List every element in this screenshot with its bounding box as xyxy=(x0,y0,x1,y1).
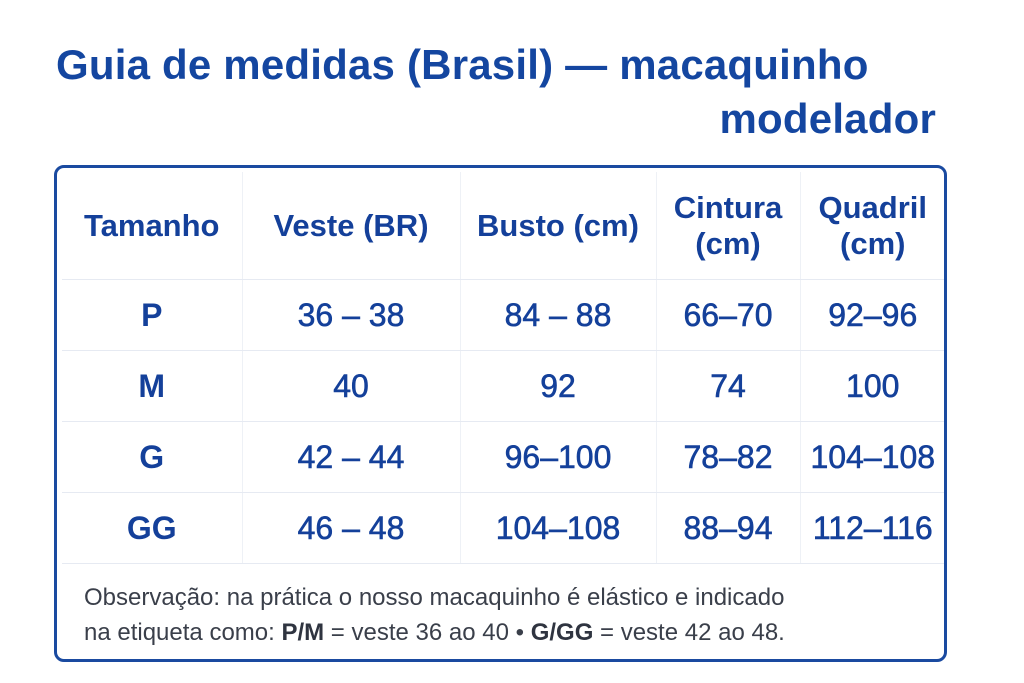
page-title: Guia de medidas (Brasil) — macaquinho mo… xyxy=(56,38,936,146)
cell-quadril: 100 xyxy=(799,350,944,422)
cell-cintura: 88–94 xyxy=(655,492,800,564)
size-table: Tamanho Veste (BR) Busto (cm) Cintura (c… xyxy=(62,172,944,564)
cell-busto: 104–108 xyxy=(459,492,656,564)
table-row: M 40 92 74 100 xyxy=(62,350,944,422)
title-line-2: modelador xyxy=(719,95,936,142)
cell-veste: 42 – 44 xyxy=(241,421,460,493)
ggg-text: = veste 42 ao 48. xyxy=(593,619,785,646)
cell-cintura: 78–82 xyxy=(655,421,800,493)
cell-busto: 84 – 88 xyxy=(459,279,656,351)
footnote-prefix: na etiqueta como: xyxy=(84,619,282,646)
pm-text: = veste 36 ao 40 • xyxy=(324,619,531,646)
pm-label: P/M xyxy=(281,619,325,646)
header-veste: Veste (BR) xyxy=(241,172,460,280)
cell-size: P xyxy=(62,279,242,351)
cell-size: M xyxy=(62,350,242,422)
cell-busto: 96–100 xyxy=(459,421,656,493)
cell-cintura: 66–70 xyxy=(655,279,800,351)
cell-veste: 40 xyxy=(241,350,460,422)
footnote-line-1: Observação: na prática o nosso macaquinh… xyxy=(84,584,785,611)
title-line-1: Guia de medidas (Brasil) — macaquinho xyxy=(56,41,869,88)
cell-veste: 36 – 38 xyxy=(241,279,460,351)
header-cintura: Cintura (cm) xyxy=(655,172,800,280)
cell-veste: 46 – 48 xyxy=(241,492,460,564)
cell-size: GG xyxy=(62,492,242,564)
header-quadril: Quadril (cm) xyxy=(799,172,944,280)
table-row: P 36 – 38 84 – 88 66–70 92–96 xyxy=(62,279,944,351)
cell-busto: 92 xyxy=(459,350,656,422)
footnote: Observação: na prática o nosso macaquinh… xyxy=(84,580,934,650)
table-row: GG 46 – 48 104–108 88–94 112–116 xyxy=(62,492,944,564)
cell-quadril: 92–96 xyxy=(799,279,944,351)
header-tamanho: Tamanho xyxy=(62,172,242,280)
header-busto: Busto (cm) xyxy=(459,172,656,280)
table-row: G 42 – 44 96–100 78–82 104–108 xyxy=(62,421,944,493)
table-header-row: Tamanho Veste (BR) Busto (cm) Cintura (c… xyxy=(62,172,944,280)
cell-size: G xyxy=(62,421,242,493)
cell-quadril: 112–116 xyxy=(799,492,944,564)
cell-cintura: 74 xyxy=(655,350,800,422)
size-table-card: Tamanho Veste (BR) Busto (cm) Cintura (c… xyxy=(54,165,947,662)
cell-quadril: 104–108 xyxy=(799,421,944,493)
ggg-label: G/GG xyxy=(530,619,594,646)
